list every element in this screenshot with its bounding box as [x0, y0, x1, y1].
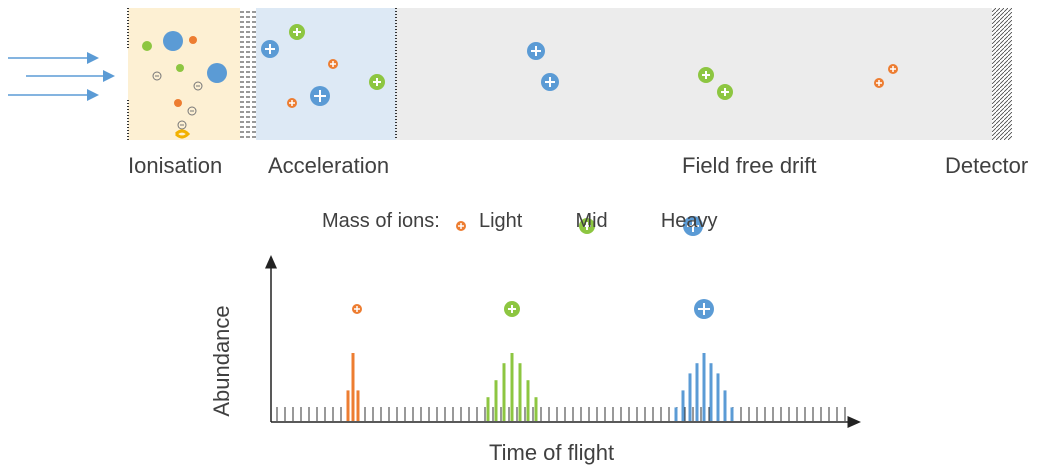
mid-ion-icon	[289, 24, 305, 40]
incoming-beam-arrows	[8, 52, 115, 101]
drift-ions	[527, 42, 898, 100]
legend-light-label: Light	[478, 210, 523, 233]
light-ion-icon	[888, 64, 898, 74]
stage-label-acceleration: Acceleration	[268, 153, 390, 178]
legend-title: Mass of ions:	[322, 210, 440, 233]
drift-region	[396, 8, 992, 140]
heavy-ion-icon	[527, 42, 545, 60]
stage-label-detector: Detector	[945, 153, 1029, 178]
y-axis-label: Abundance	[209, 305, 234, 417]
mid-ion-icon	[698, 67, 714, 83]
ionisation-particles	[142, 31, 227, 139]
light-ion-icon	[287, 98, 297, 108]
acceleration-ions	[261, 24, 385, 108]
heavy-ion-icon	[541, 73, 559, 91]
chart-bars	[346, 353, 734, 421]
x-axis-ticks	[276, 407, 846, 421]
legend-light-icon	[456, 221, 466, 231]
x-axis-label: Time of flight	[489, 440, 615, 465]
stage-label-drift: Field free drift	[682, 153, 817, 178]
grid-separator-1	[240, 8, 256, 140]
peak-light-marker	[352, 304, 362, 314]
mid-ion-icon	[369, 74, 385, 90]
light-ion-icon	[874, 78, 884, 88]
light-ion-icon	[328, 59, 338, 69]
heavy-ion-icon	[310, 86, 330, 106]
peak-mid-marker	[504, 301, 520, 317]
stage-label-ionisation: Ionisation	[128, 153, 223, 178]
mid-ion-icon	[717, 84, 733, 100]
legend-mid-label: Mid	[575, 210, 608, 233]
legend-mid-icon	[579, 218, 595, 234]
legend-heavy-icon	[683, 216, 703, 236]
ion-mass-legend: Mass of ions: Light Mid Heavy	[322, 210, 718, 233]
peak-heavy-marker	[694, 299, 714, 319]
chart-axes	[265, 255, 861, 428]
heavy-ion-icon	[261, 40, 279, 58]
acceleration-region	[256, 8, 396, 140]
detector-plate	[992, 8, 1012, 140]
legend-heavy-label: Heavy	[660, 210, 718, 233]
